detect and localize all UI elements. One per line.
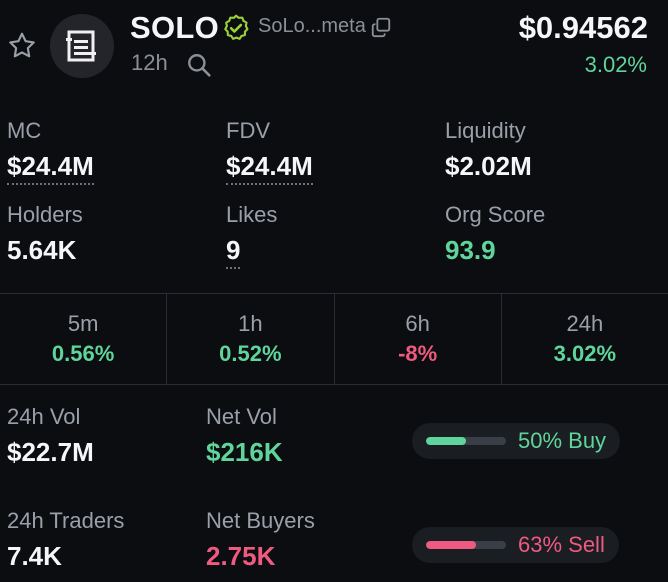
- token-logo-icon: [66, 30, 96, 62]
- buy-ratio-bar: [426, 437, 506, 445]
- liquidity-value: $2.02M: [445, 151, 532, 181]
- token-age: 12h: [131, 50, 168, 75]
- traders-label: 24h Traders: [7, 508, 125, 533]
- timeframe-change: 0.56%: [51, 341, 115, 366]
- timeframe-change: 0.52%: [219, 341, 282, 366]
- sell-ratio-fill: [426, 541, 477, 549]
- token-logo: [50, 14, 114, 78]
- mc-label: MC: [7, 118, 42, 143]
- timeframe-6h[interactable]: 6h -8%: [335, 294, 502, 384]
- fdv-label: FDV: [226, 118, 270, 143]
- net-buyers-label: Net Buyers: [206, 508, 315, 533]
- org-score-value: 93.9: [445, 235, 496, 265]
- star-icon[interactable]: [6, 30, 38, 62]
- timeframe-label: 24h: [566, 311, 604, 336]
- timeframe-1h[interactable]: 1h 0.52%: [167, 294, 335, 384]
- sell-ratio-text: 63% Sell: [518, 532, 605, 557]
- net-vol-value: $216K: [206, 437, 283, 467]
- vol-label: 24h Vol: [7, 404, 81, 429]
- token-name: SOLO: [130, 10, 220, 45]
- vol-value: $22.7M: [7, 437, 94, 467]
- likes-label: Likes: [226, 202, 278, 227]
- liquidity-label: Liquidity: [445, 118, 526, 143]
- timeframe-label: 6h: [405, 311, 430, 336]
- sell-ratio-pill: 63% Sell: [412, 527, 619, 563]
- mc-value[interactable]: $24.4M: [7, 151, 94, 185]
- timeframe-change: -8%: [398, 341, 438, 366]
- timeframe-change: 3.02%: [553, 341, 617, 366]
- verified-icon: [224, 14, 249, 40]
- timeframe-row: 5m 0.56% 1h 0.52% 6h -8% 24h 3.02%: [0, 293, 668, 385]
- token-price: $0.94562: [518, 10, 648, 45]
- price-change: 3.02%: [584, 52, 647, 77]
- buy-ratio-fill: [426, 437, 466, 445]
- holders-value: 5.64K: [7, 235, 77, 265]
- net-buyers-value: 2.75K: [206, 541, 276, 571]
- traders-value: 7.4K: [7, 541, 62, 571]
- buy-ratio-text: 50% Buy: [518, 428, 607, 453]
- copy-icon[interactable]: [370, 16, 392, 38]
- mint-address[interactable]: SoLo...meta: [258, 15, 366, 37]
- timeframe-24h[interactable]: 24h 3.02%: [502, 294, 668, 384]
- fdv-value[interactable]: $24.4M: [226, 151, 313, 185]
- sell-ratio-bar: [426, 541, 506, 549]
- net-vol-label: Net Vol: [206, 404, 277, 429]
- likes-value[interactable]: 9: [226, 235, 241, 269]
- holders-label: Holders: [7, 202, 83, 227]
- buy-ratio-pill: 50% Buy: [412, 423, 621, 459]
- timeframe-label: 5m: [67, 311, 99, 336]
- timeframe-5m[interactable]: 5m 0.56%: [0, 294, 168, 384]
- search-icon[interactable]: [186, 52, 212, 78]
- timeframe-label: 1h: [238, 311, 263, 336]
- org-score-label: Org Score: [445, 202, 546, 227]
